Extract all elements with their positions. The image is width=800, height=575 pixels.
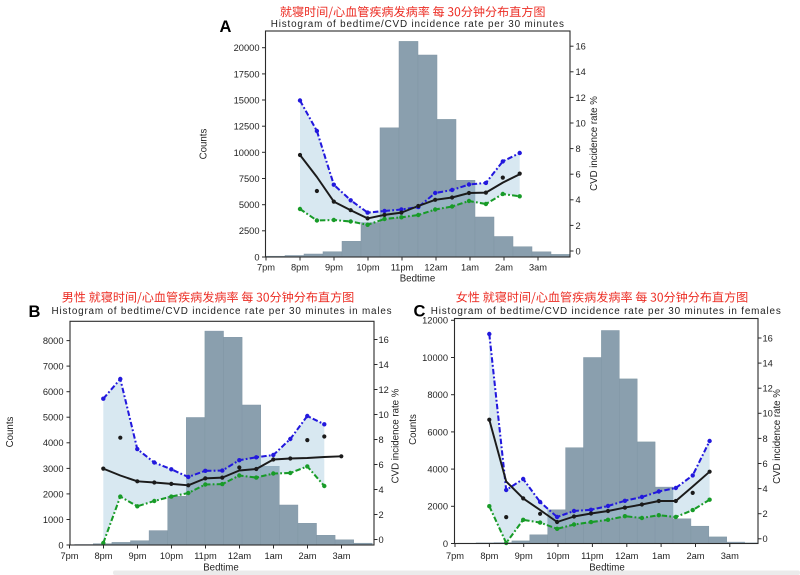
svg-text:2500: 2500 [239,226,260,236]
svg-text:CVD incidence rate %: CVD incidence rate % [391,388,402,483]
svg-text:4000: 4000 [427,465,448,475]
svg-text:6000: 6000 [427,427,448,437]
svg-text:2: 2 [763,509,768,519]
svg-text:10000: 10000 [234,148,260,158]
svg-text:C: C [414,303,426,321]
svg-text:2000: 2000 [427,502,448,512]
svg-text:16: 16 [379,335,389,345]
svg-text:12am: 12am [615,551,639,561]
svg-text:10: 10 [379,410,389,420]
svg-text:0: 0 [254,252,259,262]
svg-text:CVD incidence rate %: CVD incidence rate % [589,96,600,191]
svg-text:16: 16 [763,333,773,343]
svg-text:5000: 5000 [43,413,64,423]
svg-text:Counts: Counts [408,414,419,445]
svg-text:8: 8 [763,434,768,444]
svg-text:8pm: 8pm [291,263,309,273]
svg-text:0: 0 [763,534,768,544]
svg-text:3am: 3am [721,551,739,561]
svg-text:Bedtime: Bedtime [400,274,436,285]
svg-text:11pm: 11pm [391,263,414,273]
svg-text:CVD incidence rate %: CVD incidence rate % [772,389,783,484]
svg-text:2000: 2000 [43,489,64,499]
svg-text:10000: 10000 [422,353,448,363]
svg-text:12500: 12500 [234,122,260,132]
svg-text:Histogram of bedtime/CVD incid: Histogram of bedtime/CVD incidence rate … [271,19,565,30]
svg-text:10: 10 [763,409,773,419]
svg-text:10: 10 [576,118,586,128]
svg-text:B: B [29,303,41,321]
svg-text:0: 0 [576,246,581,256]
svg-text:4: 4 [763,484,768,494]
svg-text:14: 14 [763,359,773,369]
svg-text:2: 2 [379,510,384,520]
svg-text:12: 12 [576,93,586,103]
svg-text:Bedtime: Bedtime [589,563,625,574]
svg-text:8pm: 8pm [94,551,112,561]
svg-text:Counts: Counts [199,129,210,160]
svg-text:1am: 1am [264,551,282,561]
svg-text:0: 0 [379,535,384,545]
svg-text:3am: 3am [529,263,547,273]
svg-text:10pm: 10pm [160,551,184,561]
svg-text:12: 12 [763,384,773,394]
svg-text:4000: 4000 [43,438,64,448]
svg-text:3000: 3000 [43,464,64,474]
svg-text:9pm: 9pm [128,551,146,561]
svg-text:16: 16 [576,42,586,52]
svg-text:1am: 1am [652,551,670,561]
svg-text:Counts: Counts [5,417,16,448]
svg-text:Bedtime: Bedtime [203,563,239,574]
svg-text:11pm: 11pm [581,551,604,561]
svg-text:Histogram of bedtime/CVD incid: Histogram of bedtime/CVD incidence rate … [431,306,782,317]
svg-text:14: 14 [576,67,586,77]
svg-text:0: 0 [443,539,448,549]
svg-text:3am: 3am [332,551,350,561]
svg-text:12am: 12am [424,263,448,273]
svg-text:Histogram of bedtime/CVD incid: Histogram of bedtime/CVD incidence rate … [52,306,393,317]
svg-text:8000: 8000 [427,390,448,400]
svg-text:9pm: 9pm [325,263,343,273]
svg-text:7pm: 7pm [257,263,275,273]
svg-text:8000: 8000 [43,336,64,346]
svg-text:0: 0 [58,540,63,550]
svg-text:8: 8 [379,435,384,445]
svg-text:17500: 17500 [234,69,260,79]
svg-text:7500: 7500 [239,174,260,184]
svg-text:6: 6 [576,170,581,180]
svg-text:2am: 2am [298,551,316,561]
svg-text:14: 14 [379,360,389,370]
svg-text:2am: 2am [686,551,704,561]
svg-text:1am: 1am [461,263,479,273]
svg-text:12am: 12am [228,551,252,561]
svg-text:A: A [220,18,232,36]
svg-text:15000: 15000 [234,95,260,105]
svg-text:12000: 12000 [422,316,448,326]
svg-text:8: 8 [576,144,581,154]
svg-text:8pm: 8pm [480,551,498,561]
svg-text:6000: 6000 [43,387,64,397]
svg-text:7pm: 7pm [446,551,464,561]
svg-text:10pm: 10pm [356,263,380,273]
svg-text:12: 12 [379,385,389,395]
svg-text:7000: 7000 [43,362,64,372]
svg-text:6: 6 [379,460,384,470]
svg-text:20000: 20000 [234,43,260,53]
svg-text:5000: 5000 [239,200,260,210]
svg-text:10pm: 10pm [546,551,570,561]
svg-text:4: 4 [379,485,384,495]
svg-text:2: 2 [576,221,581,231]
svg-text:6: 6 [763,459,768,469]
svg-text:4: 4 [576,195,581,205]
svg-text:9pm: 9pm [515,551,533,561]
svg-text:11pm: 11pm [194,551,217,561]
svg-text:1000: 1000 [43,515,64,525]
svg-text:2am: 2am [495,263,513,273]
svg-text:7pm: 7pm [60,551,78,561]
